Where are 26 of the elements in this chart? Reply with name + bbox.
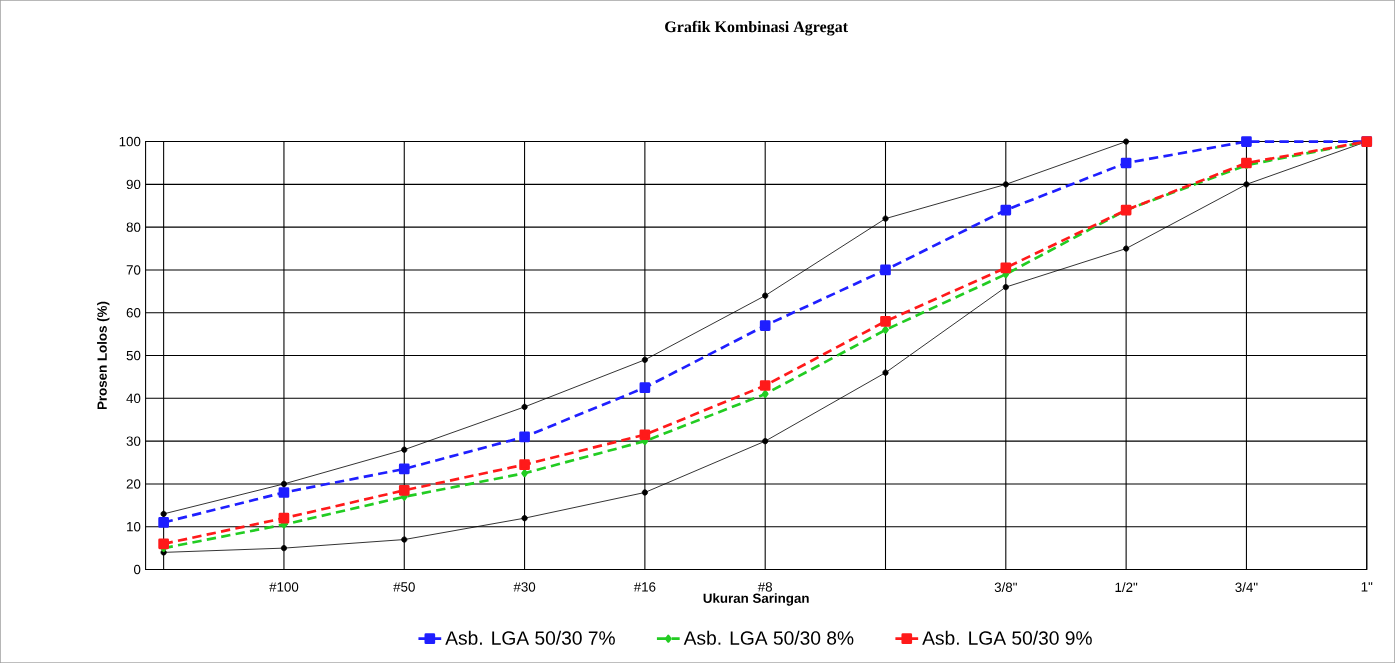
legend-label: Asb. LGA 50/30 7% bbox=[445, 630, 615, 645]
y-tick-label: 0 bbox=[133, 564, 141, 575]
x-tick-label: 1/2" bbox=[1115, 582, 1138, 592]
legend-label: Asb. LGA 50/30 9% bbox=[922, 630, 1092, 645]
y-tick-label: 80 bbox=[126, 222, 141, 232]
y-tick-label: 70 bbox=[126, 265, 141, 275]
legend-label: Asb. LGA 50/30 8% bbox=[683, 630, 854, 645]
x-tick-label: #30 bbox=[513, 582, 536, 592]
x-tick-label: 1" bbox=[1361, 582, 1373, 592]
y-tick-label: 60 bbox=[126, 307, 141, 318]
x-axis-title: Ukuran Saringan bbox=[703, 593, 809, 606]
x-tick-label: #16 bbox=[633, 582, 656, 592]
chart-title: Grafik Kombinasi Agregat bbox=[665, 20, 848, 36]
x-tick-label: 3/8" bbox=[994, 582, 1017, 592]
y-axis-title: Prosen Lolos (%) bbox=[97, 301, 110, 410]
y-tick-label: 40 bbox=[126, 393, 141, 403]
x-tick-label: #8 bbox=[757, 582, 773, 592]
x-tick-label: #100 bbox=[269, 582, 299, 592]
y-tick-label: 100 bbox=[119, 136, 141, 147]
x-tick-label: 3/4" bbox=[1235, 582, 1258, 592]
y-tick-label: 20 bbox=[126, 479, 141, 489]
y-tick-label: 90 bbox=[126, 179, 141, 190]
y-tick-label: 50 bbox=[126, 350, 141, 361]
y-tick-label: 10 bbox=[127, 521, 141, 532]
y-tick-label: 30 bbox=[126, 436, 141, 446]
x-tick-label: #50 bbox=[393, 582, 415, 592]
